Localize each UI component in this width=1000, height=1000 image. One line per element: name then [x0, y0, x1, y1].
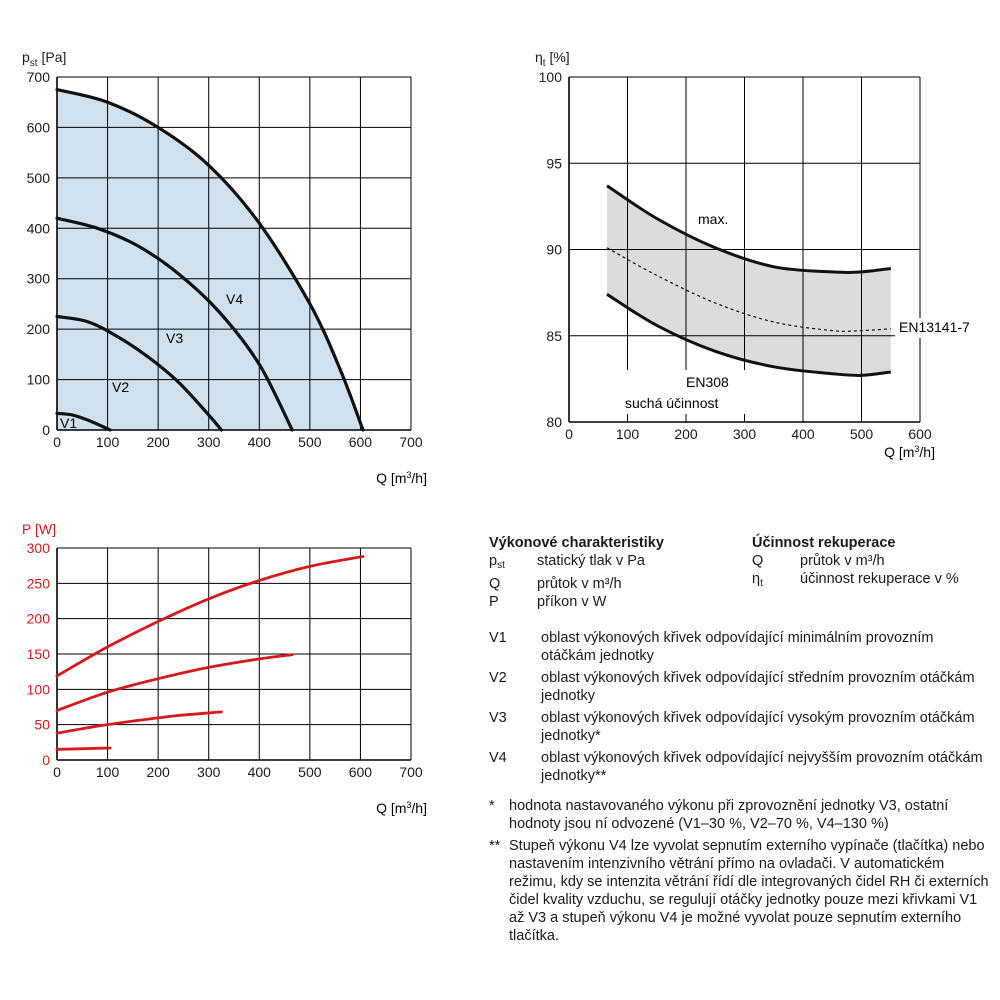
efficiency-curve-en308	[606, 293, 891, 377]
pressure-y-tick-label: 300	[27, 271, 51, 287]
pressure-curve-v4	[55, 88, 365, 432]
pressure-x-tick-label: 400	[248, 434, 272, 450]
power-curve-v2	[55, 710, 223, 735]
definition-v3: V3 oblast výkonových křivek odpovídající …	[489, 710, 975, 744]
pressure-x-axis-label: Q [m3/h]	[376, 470, 427, 486]
pressure-chart: 0 100 200 300 400 500 600 700 0 100 200 300 400 500 60…	[22, 49, 427, 486]
efficiency-legend-title: Účinnost rekuperace	[752, 535, 896, 551]
power-y-tick-label: 150	[27, 646, 51, 662]
footnote-single-star: * hodnota nastavovaného výkonu při zprovo…	[489, 798, 949, 832]
definition-v1: V1 oblast výkonových křivek odpovídající …	[489, 630, 934, 664]
efficiency-x-tick-label: 300	[733, 426, 757, 442]
power-x-tick-label: 600	[349, 764, 373, 780]
efficiency-band-fill	[607, 185, 891, 376]
pressure-y-tick-label: 100	[27, 372, 51, 388]
pressure-x-tick-label: 100	[96, 434, 120, 450]
power-y-axis-label: P [W]	[22, 521, 56, 537]
efficiency-x-tick-label: 400	[791, 426, 815, 442]
power-x-tick-label: 0	[53, 764, 61, 780]
power-curve-v4	[55, 555, 365, 678]
pressure-area-fill	[57, 89, 363, 430]
efficiency-y-tick-label: 90	[546, 242, 562, 258]
efficiency-y-tick-label: 85	[546, 328, 562, 344]
pressure-curve-v2	[55, 314, 223, 432]
power-y-tick-label: 250	[27, 575, 51, 591]
efficiency-y-tick-label: 80	[546, 414, 562, 430]
pressure-curve-v1	[55, 411, 112, 432]
efficiency-chart: 0 100 200 300 400 500 600 80 85 90 95 100 max. EN1314…	[535, 49, 977, 460]
legend-item-eta: ηt účinnost rekuperace v %	[752, 571, 959, 589]
pressure-y-tick-label: 0	[42, 422, 50, 438]
power-x-tick-label: 300	[197, 764, 221, 780]
pressure-y-axis-label: pst [Pa]	[22, 49, 66, 69]
efficiency-curve-max	[606, 184, 891, 274]
pressure-x-tick-label: 200	[146, 434, 170, 450]
efficiency-x-tick-label: 200	[674, 426, 698, 442]
efficiency-x-tick-label: 100	[616, 426, 640, 442]
definition-v2: V2 oblast výkonových křivek odpovídající …	[489, 670, 975, 704]
label-max: max.	[698, 211, 728, 227]
en308-label-bg	[620, 370, 746, 414]
efficiency-x-tick-label: 600	[908, 426, 932, 442]
efficiency-y-tick-label: 100	[539, 69, 563, 85]
efficiency-curve-en13141	[606, 247, 891, 332]
label-sucha-ucinnost: suchá účinnost	[625, 395, 719, 411]
power-y-tick-label: 100	[27, 681, 51, 697]
footnote-double-star: ** Stupeň výkonu V4 lze vyvolat sepnutím …	[489, 838, 989, 944]
power-y-tick-label: 0	[42, 752, 50, 768]
pressure-label-v3: V3	[166, 330, 183, 346]
pressure-y-tick-label: 700	[27, 69, 51, 85]
power-curve-v1	[55, 746, 112, 751]
power-y-tick-label: 50	[34, 717, 50, 733]
power-x-tick-label: 500	[298, 764, 322, 780]
pressure-y-tick-label: 500	[27, 170, 51, 186]
power-x-tick-label: 400	[248, 764, 272, 780]
pressure-x-tick-label: 700	[399, 434, 423, 450]
label-en308: EN308	[686, 374, 729, 390]
performance-legend-title: Výkonové charakteristiky	[489, 535, 664, 551]
efficiency-x-tick-label: 0	[565, 426, 573, 442]
efficiency-x-axis-label: Q [m3/h]	[884, 444, 935, 460]
power-y-tick-label: 200	[27, 611, 51, 627]
pressure-x-tick-label: 500	[298, 434, 322, 450]
pressure-y-tick-label: 200	[27, 321, 51, 337]
pressure-label-v2: V2	[112, 379, 129, 395]
pressure-x-tick-label: 0	[53, 434, 61, 450]
power-chart: 0 100 200 300 400 500 600 700 0 50 100 150 200 250 300…	[22, 521, 427, 816]
power-y-tick-label: 300	[27, 540, 51, 556]
power-x-tick-label: 700	[399, 764, 423, 780]
pressure-x-tick-label: 300	[197, 434, 221, 450]
power-x-tick-label: 200	[146, 764, 170, 780]
pressure-label-v1: V1	[60, 415, 77, 431]
pressure-curve-v3	[55, 216, 294, 432]
pressure-y-tick-label: 600	[27, 119, 51, 135]
efficiency-x-tick-label: 500	[850, 426, 874, 442]
power-curve-v3	[55, 653, 294, 712]
efficiency-y-tick-label: 95	[546, 155, 562, 171]
performance-legend: Výkonové charakteristiky pst statický tla…	[489, 534, 719, 611]
efficiency-y-axis-label: ηt [%]	[535, 49, 570, 69]
definition-v4: V4 oblast výkonových křivek odpovídající …	[489, 750, 983, 784]
pressure-y-tick-label: 400	[27, 220, 51, 236]
pressure-label-v4: V4	[226, 291, 243, 307]
legend-item-pst: pst statický tlak v Pa	[489, 553, 645, 571]
label-en13141-7: EN13141-7	[899, 319, 970, 335]
power-x-tick-label: 100	[96, 764, 120, 780]
pressure-x-tick-label: 600	[349, 434, 373, 450]
en13141-label-bg	[895, 318, 977, 338]
power-x-axis-label: Q [m3/h]	[376, 800, 427, 816]
